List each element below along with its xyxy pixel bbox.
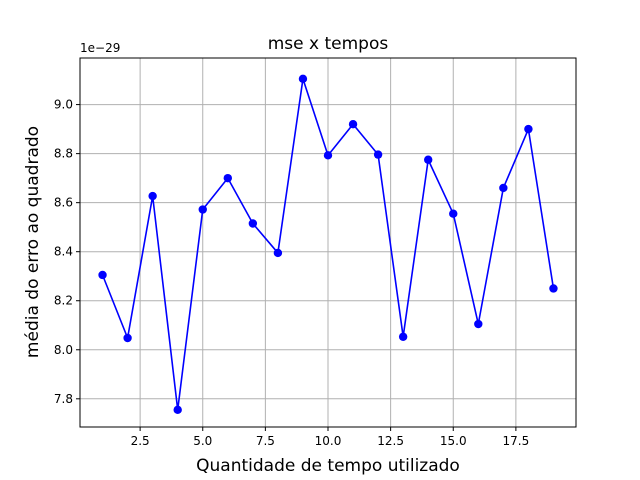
x-tick-label: 15.0	[440, 434, 467, 448]
x-tick-label: 17.5	[503, 434, 530, 448]
data-point	[373, 150, 383, 159]
y-tick-label: 8.2	[54, 294, 73, 308]
data-point	[98, 270, 107, 280]
grid	[80, 58, 576, 427]
y-tick-label: 7.8	[54, 392, 73, 406]
data-point	[398, 332, 408, 341]
x-tick-label: 10.0	[315, 434, 342, 448]
data-point	[323, 151, 333, 160]
data-point	[474, 319, 483, 329]
data-point	[524, 124, 533, 134]
y-tick-label: 8.8	[54, 147, 73, 161]
data-point	[499, 183, 508, 193]
x-tick-label: 5.0	[193, 434, 212, 448]
series-group	[98, 74, 558, 415]
y-tick-label: 8.4	[54, 245, 73, 259]
data-point	[424, 155, 433, 164]
data-point	[449, 209, 458, 218]
data-point	[148, 191, 157, 201]
x-axis-ticks: 2.5 5.0 7.5 10.0 12.5 15.0 17.5	[131, 427, 530, 448]
data-point	[173, 405, 182, 415]
y-tick-label: 8.0	[54, 343, 73, 357]
data-point	[298, 74, 308, 84]
x-tick-label: 7.5	[256, 434, 275, 448]
data-point	[223, 173, 232, 183]
y-axis-offset-label: 1e−29	[80, 41, 120, 55]
data-point	[248, 219, 258, 228]
y-axis-ticks: 7.8 8.0 8.2 8.4 8.6 8.8 9.0	[54, 98, 80, 406]
data-point	[549, 284, 558, 293]
data-point	[273, 248, 283, 258]
data-point	[198, 205, 207, 214]
x-tick-label: 2.5	[131, 434, 150, 448]
y-axis-label: média do erro ao quadrado	[23, 126, 43, 358]
x-axis-label: Quantidade de tempo utilizado	[196, 456, 460, 476]
data-point	[348, 119, 358, 129]
y-tick-label: 9.0	[54, 98, 73, 112]
data-point	[123, 333, 132, 343]
chart-title: mse x tempos	[268, 34, 389, 54]
x-tick-label: 12.5	[377, 434, 404, 448]
y-tick-label: 8.6	[54, 196, 73, 210]
